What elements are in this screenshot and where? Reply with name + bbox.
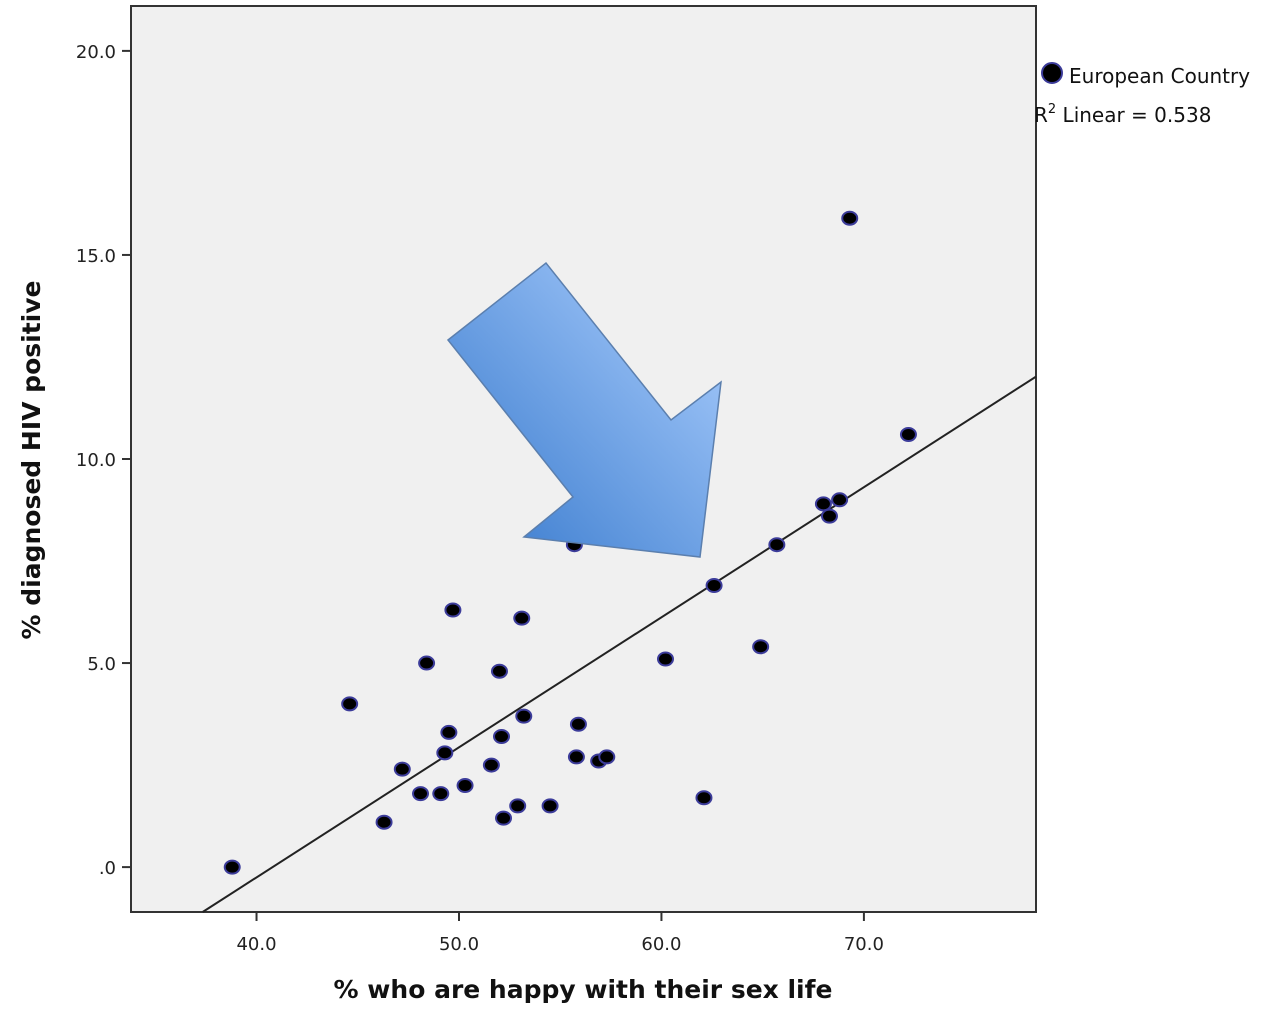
y-axis-title: % diagnosed HIV positive — [17, 281, 46, 640]
data-point — [432, 786, 450, 802]
x-tick-label: 40.0 — [236, 934, 276, 955]
data-point — [495, 810, 513, 826]
data-point — [493, 729, 511, 745]
legend-label-european-country: European Country — [1069, 64, 1250, 88]
data-point — [393, 761, 411, 777]
data-point — [569, 716, 587, 732]
data-point — [482, 757, 500, 773]
data-point — [341, 696, 359, 712]
legend: European Country R2 Linear = 0.538 — [1034, 62, 1250, 127]
data-point — [418, 655, 436, 671]
y-tick-label: 20.0 — [76, 42, 116, 63]
data-point — [841, 210, 859, 226]
legend-fit-suffix: Linear = 0.538 — [1056, 103, 1211, 127]
data-point — [444, 602, 462, 618]
data-point — [695, 790, 713, 806]
data-point — [490, 663, 508, 679]
fit-line — [202, 375, 1037, 913]
data-point — [515, 708, 533, 724]
data-point — [509, 798, 527, 814]
data-point — [513, 610, 531, 626]
y-tick-label: 15.0 — [76, 246, 116, 267]
legend-marker-european-country — [1041, 62, 1063, 84]
data-point — [768, 537, 786, 553]
data-point — [831, 492, 849, 508]
annotation-arrow — [446, 261, 722, 558]
x-tick-label: 70.0 — [844, 934, 884, 955]
data-point — [456, 777, 474, 793]
data-point — [223, 859, 241, 875]
data-point — [436, 745, 454, 761]
data-point — [440, 724, 458, 740]
x-axis-title: % who are happy with their sex life — [334, 975, 833, 1004]
data-point — [598, 749, 616, 765]
data-point — [412, 786, 430, 802]
data-point — [899, 427, 917, 443]
data-point — [375, 814, 393, 830]
data-point — [705, 578, 723, 594]
x-tick-label: 50.0 — [439, 934, 479, 955]
y-tick-label: 5.0 — [87, 654, 116, 675]
y-tick-label: .0 — [99, 858, 116, 879]
legend-fit-label: R2 Linear = 0.538 — [1034, 102, 1211, 127]
x-tick-label: 60.0 — [641, 934, 681, 955]
legend-fit-prefix: R — [1034, 103, 1048, 127]
legend-fit-sup: 2 — [1048, 102, 1056, 117]
y-tick-label: 10.0 — [76, 450, 116, 471]
data-point — [541, 798, 559, 814]
data-point — [752, 639, 770, 655]
data-point — [820, 508, 838, 524]
data-point — [814, 496, 832, 512]
data-point — [656, 651, 674, 667]
data-point — [567, 749, 585, 765]
